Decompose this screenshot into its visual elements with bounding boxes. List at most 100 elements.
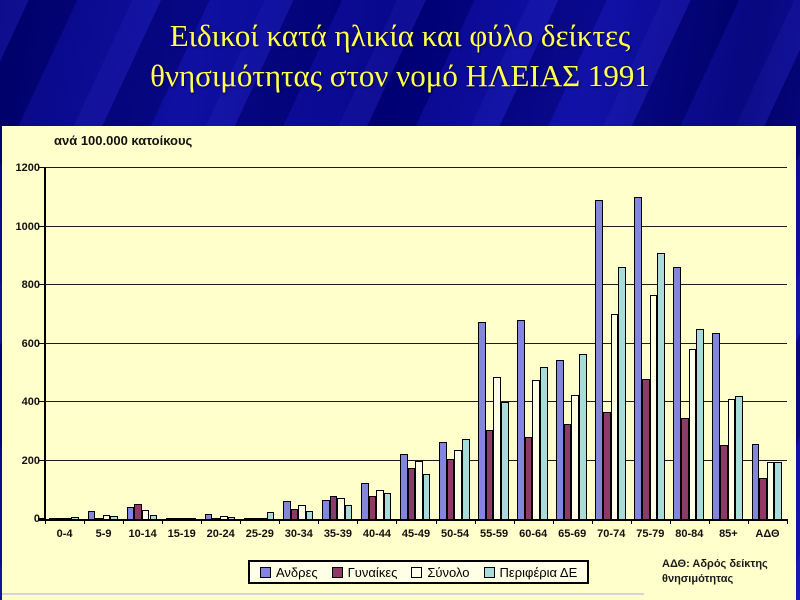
- slide-title: Ειδικοί κατά ηλικία και φύλο δείκτες θνη…: [0, 16, 800, 96]
- x-axis-label-35-39: 35-39: [323, 528, 352, 540]
- slide-title-line1: Ειδικοί κατά ηλικία και φύλο δείκτες: [169, 18, 631, 53]
- bar-Ανδρες-85+: [712, 333, 721, 519]
- bar-Γυναίκες-50-54: [446, 459, 455, 519]
- y-axis-label: 0: [33, 513, 40, 525]
- bar-Γυναίκες-60-64: [524, 437, 533, 519]
- bar-Σύνολο-50-54: [454, 450, 462, 519]
- legend-item-Σύνολο: Σύνολο: [411, 564, 470, 580]
- x-tick: [435, 519, 437, 524]
- x-axis-label-15-19: 15-19: [167, 528, 196, 540]
- bar-Περιφέρια ΔΕ-50-54: [461, 439, 470, 519]
- bar-Περιφέρια ΔΕ-45-49: [422, 473, 431, 519]
- y-tick-1200: [38, 167, 45, 168]
- x-tick: [396, 519, 398, 524]
- y-axis-label: 1200: [15, 162, 40, 174]
- bar-Σύνολο-85+: [727, 399, 736, 519]
- bar-Σύνολο-65-69: [571, 394, 580, 519]
- bar-Ανδρες-75-79: [634, 197, 642, 519]
- bar-Περιφέρια ΔΕ-35-39: [344, 504, 353, 519]
- bar-Σύνολο-60-64: [532, 380, 541, 519]
- bar-chart-plot-area: 0 200 400 600 800 1000 1200 0-4 5-9 10-14 15-19 20-…: [16, 162, 788, 540]
- bar-Περιφέρια ΔΕ-5-9: [110, 516, 119, 519]
- chart-panel: ανά 100.000 κατοίκους 0 200 400 600 800 1000 1…: [2, 126, 796, 600]
- x-axis-label-55-59: 55-59: [480, 528, 509, 540]
- legend-label: Γυναίκες: [347, 564, 398, 580]
- y-axis-label: 800: [21, 279, 40, 291]
- bar-Ανδρες-45-49: [400, 454, 408, 519]
- bar-Ανδρες-50-54: [439, 441, 447, 519]
- bar-Περιφέρια ΔΕ-40-44: [383, 493, 392, 519]
- gridline-600: [45, 342, 787, 344]
- x-axis-label-80-84: 80-84: [675, 528, 704, 540]
- legend-swatch-icon: [483, 566, 495, 578]
- x-axis-label-65-69: 65-69: [558, 528, 587, 540]
- bar-Περιφέρια ΔΕ-70-74: [618, 267, 626, 519]
- bar-Ανδρες-5-9: [87, 510, 96, 519]
- bar-Γυναίκες-85+: [720, 445, 728, 519]
- legend-item-Περιφέρια ΔΕ: Περιφέρια ΔΕ: [483, 564, 578, 580]
- legend-label: Περιφέρια ΔΕ: [499, 564, 578, 580]
- bar-Γυναίκες-65-69: [563, 423, 572, 519]
- bar-Σύνολο-40-44: [376, 489, 384, 519]
- bar-Σύνολο-25-29: [259, 517, 267, 519]
- x-axis-label-75-79: 75-79: [636, 528, 665, 540]
- bar-Γυναίκες-15-19: [173, 518, 181, 519]
- bar-Ανδρες-30-34: [282, 500, 291, 519]
- adth-footnote-line2: θνησιμότητας: [662, 573, 734, 585]
- bar-Γυναίκες-10-14: [134, 503, 142, 519]
- bar-Ανδρες-60-64: [517, 320, 525, 519]
- bar-Γυναίκες-45-49: [407, 467, 416, 519]
- bar-Γυναίκες-75-79: [641, 378, 650, 519]
- bar-Περιφέρια ΔΕ-15-19: [188, 517, 197, 519]
- x-tick: [318, 519, 320, 524]
- x-tick: [45, 519, 46, 524]
- bar-Σύνολο-20-24: [220, 516, 228, 519]
- legend-label: Σύνολο: [427, 564, 470, 580]
- x-tick: [123, 519, 125, 524]
- slide-title-line2: θνησιμότητας στον νομό ΗΛΕΙΑΣ 1991: [150, 58, 650, 93]
- bar-Ανδρες-65-69: [556, 359, 564, 519]
- bar-Περιφέρια ΔΕ-55-59: [500, 402, 509, 519]
- x-axis-label-30-34: 30-34: [284, 528, 313, 540]
- x-tick: [201, 519, 203, 524]
- bar-Ανδρες-ΑΔΘ: [751, 444, 760, 519]
- bar-Γυναίκες-20-24: [212, 518, 220, 519]
- legend-swatch-icon: [331, 566, 343, 578]
- bar-Γυναίκες-70-74: [602, 412, 611, 519]
- x-axis-label-85+: 85+: [719, 528, 738, 540]
- bar-Σύνολο-55-59: [493, 377, 501, 519]
- x-axis-line: [39, 519, 787, 521]
- bar-Περιφέρια ΔΕ-20-24: [227, 517, 236, 519]
- legend-item-Ανδρες: Ανδρες: [260, 565, 318, 580]
- bar-Σύνολο-70-74: [610, 314, 619, 519]
- bar-Γυναίκες-0-4: [56, 517, 64, 519]
- y-axis-label: 200: [21, 454, 40, 467]
- adth-footnote: ΑΔΘ: Αδρός δείκτης θνησιμότητας: [662, 557, 792, 587]
- x-tick: [513, 519, 515, 524]
- bar-Γυναίκες-80-84: [681, 418, 689, 519]
- x-tick: [240, 519, 242, 524]
- legend-swatch-icon: [411, 566, 423, 578]
- bar-Ανδρες-80-84: [673, 267, 682, 519]
- legend-label: Ανδρες: [276, 564, 318, 580]
- bar-Περιφέρια ΔΕ-0-4: [71, 516, 79, 519]
- bar-Σύνολο-0-4: [63, 517, 72, 519]
- bar-Γυναίκες-30-34: [290, 509, 299, 519]
- x-tick: [474, 519, 476, 524]
- x-axis-label-5-9: 5-9: [95, 528, 112, 540]
- x-tick: [162, 519, 164, 524]
- y-tick-200: [38, 459, 45, 461]
- bar-Σύνολο-80-84: [688, 349, 697, 519]
- x-axis-label-ΑΔΘ: ΑΔΘ: [755, 528, 780, 540]
- bar-Σύνολο-ΑΔΘ: [766, 461, 775, 519]
- legend-item-Γυναίκες: Γυναίκες: [331, 564, 398, 580]
- x-tick: [591, 519, 593, 524]
- y-tick-1000: [38, 225, 45, 227]
- chart-object-bottom-edge: [2, 593, 644, 595]
- bar-Ανδρες-35-39: [321, 500, 330, 519]
- x-axis-label-50-54: 50-54: [440, 528, 470, 540]
- bar-Γυναίκες-ΑΔΘ: [759, 478, 767, 519]
- gridline-800: [45, 284, 787, 285]
- gridline-200: [45, 459, 787, 461]
